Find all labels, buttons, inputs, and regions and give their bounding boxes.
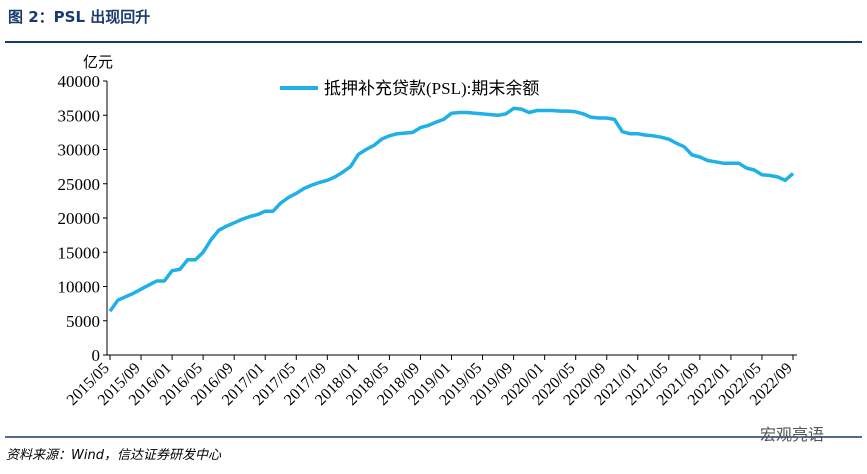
- y-tick-label: 25000: [58, 175, 101, 194]
- data-line: [108, 106, 795, 313]
- y-tick-label: 5000: [66, 312, 100, 331]
- y-tick-label: 15000: [58, 243, 101, 262]
- y-tick-label: 20000: [58, 209, 101, 228]
- watermark: 宏观亮语: [760, 425, 824, 444]
- source-note: 资料来源：Wind，信达证券研发中心: [6, 448, 222, 463]
- figure-title: 图 2：PSL 出现回升: [8, 8, 150, 26]
- y-tick-label: 40000: [58, 72, 101, 91]
- y-unit: 亿元: [83, 53, 113, 71]
- y-tick-label: 0: [92, 346, 101, 365]
- legend-label: 抵押补充贷款(PSL):期末余额: [324, 79, 539, 98]
- y-tick-label: 10000: [58, 278, 101, 297]
- y-tick-label: 35000: [58, 106, 101, 125]
- y-tick-label: 30000: [58, 141, 101, 160]
